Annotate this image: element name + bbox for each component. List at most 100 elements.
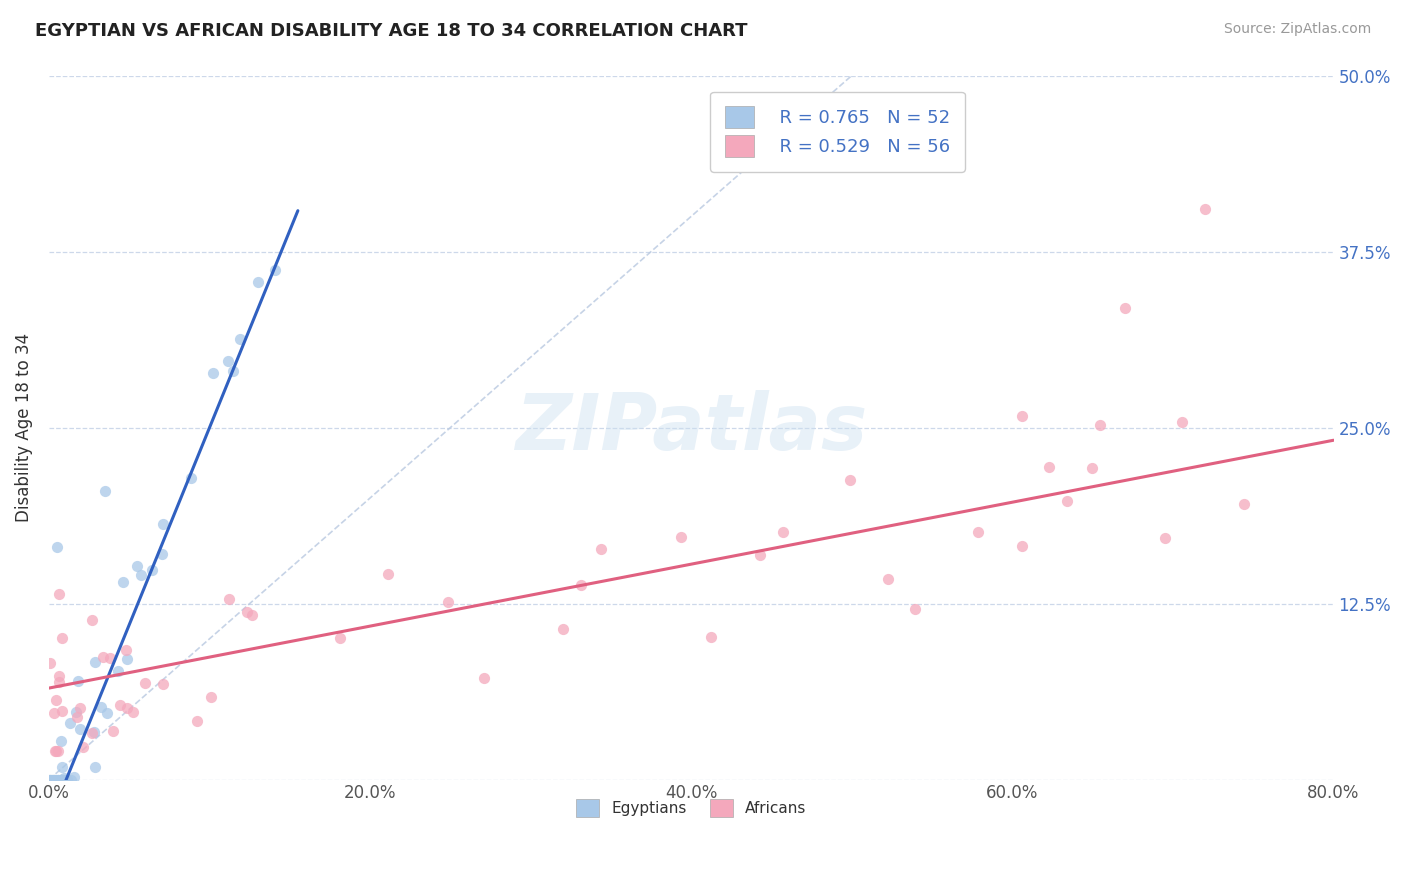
Point: [236, 606, 259, 620]
Point: [180, 471, 202, 485]
Point: [700, 630, 723, 644]
Point: [69, 701, 91, 715]
Point: [1233, 497, 1256, 511]
Point: [53, 772, 76, 787]
Point: [152, 517, 174, 532]
Point: [96, 706, 118, 720]
Y-axis label: Disability Age 18 to 34: Disability Age 18 to 34: [15, 333, 32, 522]
Point: [51, 632, 73, 646]
Point: [48, 669, 70, 683]
Point: [1194, 202, 1216, 217]
Point: [90, 700, 112, 714]
Point: [51, 772, 73, 787]
Point: [217, 354, 239, 368]
Point: [329, 632, 352, 646]
Point: [877, 572, 900, 586]
Point: [80, 613, 103, 627]
Point: [1056, 494, 1078, 508]
Point: [52, 772, 75, 787]
Point: [65, 705, 87, 719]
Text: ZIPatlas: ZIPatlas: [515, 390, 868, 466]
Point: [52, 771, 75, 785]
Point: [42, 772, 65, 787]
Point: [1081, 460, 1104, 475]
Point: [107, 665, 129, 679]
Point: [59, 715, 82, 730]
Point: [51, 760, 73, 774]
Point: [200, 690, 222, 704]
Point: [437, 594, 460, 608]
Point: [69, 723, 91, 737]
Point: [84, 760, 107, 774]
Point: [114, 642, 136, 657]
Point: [246, 275, 269, 289]
Point: [904, 602, 927, 616]
Point: [39, 772, 62, 787]
Point: [263, 263, 285, 277]
Point: [134, 676, 156, 690]
Point: [49, 772, 72, 787]
Point: [46, 744, 69, 758]
Point: [115, 701, 138, 715]
Point: [72, 740, 94, 755]
Point: [51, 772, 73, 787]
Point: [42, 772, 65, 787]
Point: [46, 772, 69, 787]
Point: [41, 772, 63, 787]
Point: [48, 587, 70, 601]
Point: [45, 744, 67, 758]
Point: [91, 650, 114, 665]
Point: [51, 704, 73, 718]
Point: [42, 772, 65, 787]
Point: [101, 724, 124, 739]
Point: [44, 772, 66, 787]
Point: [84, 655, 107, 669]
Point: [1114, 301, 1136, 315]
Point: [1011, 539, 1033, 553]
Point: [66, 710, 89, 724]
Point: [1038, 460, 1060, 475]
Point: [115, 651, 138, 665]
Point: [44, 706, 66, 720]
Point: [111, 575, 134, 590]
Point: [38, 772, 60, 787]
Point: [39, 657, 62, 671]
Point: [186, 714, 208, 728]
Point: [748, 549, 770, 563]
Point: [48, 674, 70, 689]
Point: [218, 591, 240, 606]
Point: [229, 332, 252, 346]
Point: [129, 567, 152, 582]
Point: [1153, 531, 1175, 545]
Point: [51, 772, 73, 787]
Point: [591, 541, 613, 556]
Point: [222, 364, 245, 378]
Point: [39, 772, 62, 787]
Point: [201, 366, 224, 380]
Point: [108, 698, 131, 712]
Point: [55, 772, 77, 787]
Text: EGYPTIAN VS AFRICAN DISABILITY AGE 18 TO 34 CORRELATION CHART: EGYPTIAN VS AFRICAN DISABILITY AGE 18 TO…: [35, 22, 748, 40]
Point: [553, 622, 575, 636]
Point: [59, 772, 82, 787]
Point: [94, 483, 117, 498]
Point: [967, 525, 990, 540]
Point: [569, 578, 592, 592]
Point: [150, 548, 173, 562]
Legend: Egyptians, Africans: Egyptians, Africans: [568, 792, 814, 825]
Point: [46, 541, 69, 555]
Point: [46, 772, 69, 787]
Point: [67, 673, 90, 688]
Point: [122, 706, 145, 720]
Point: [1088, 418, 1111, 433]
Point: [1011, 409, 1033, 423]
Point: [82, 726, 104, 740]
Point: [83, 725, 105, 739]
Point: [141, 563, 163, 577]
Point: [1171, 416, 1194, 430]
Point: [49, 733, 72, 747]
Point: [838, 473, 860, 487]
Point: [669, 530, 692, 544]
Point: [474, 671, 496, 685]
Point: [240, 607, 263, 622]
